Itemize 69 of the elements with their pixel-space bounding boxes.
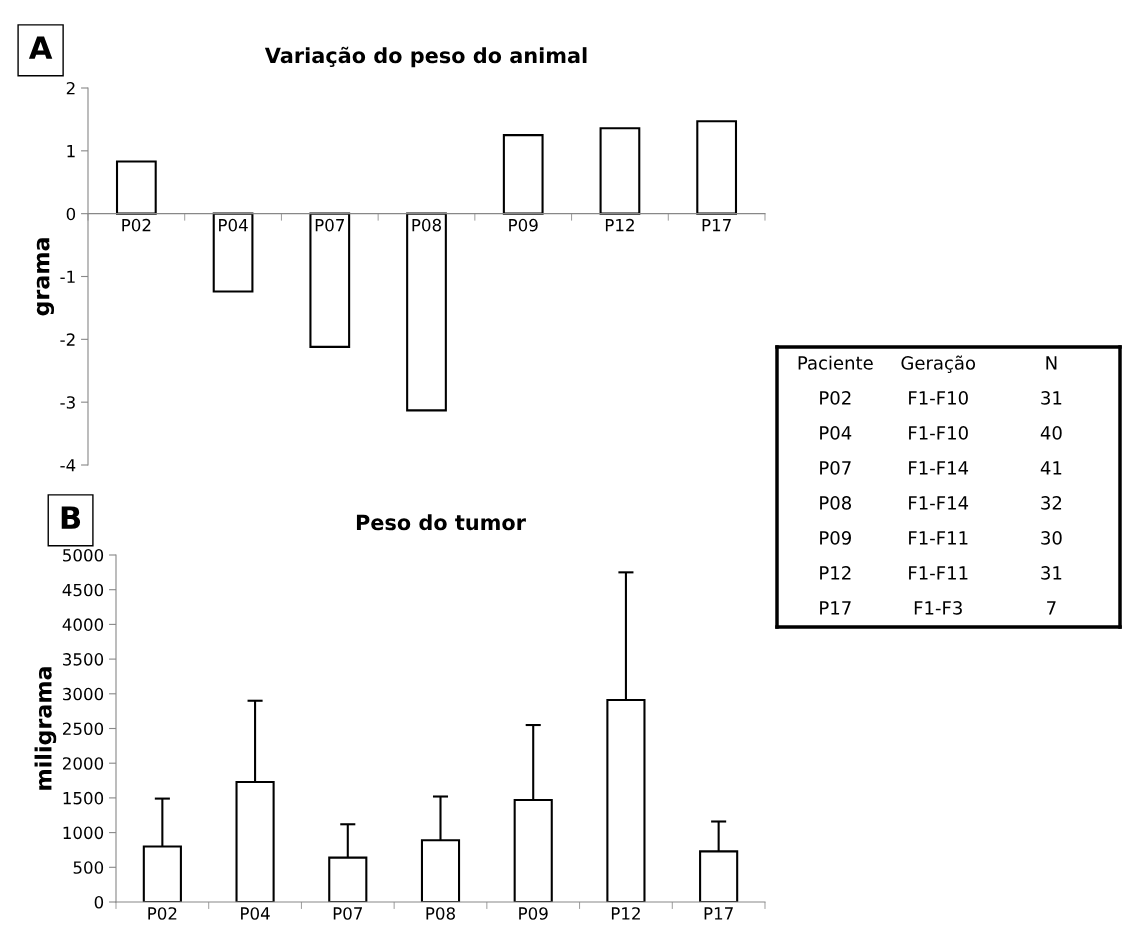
text: F1-F14 [909,461,969,475]
x-tick-label: P02 [122,218,151,232]
x-tick-label: P07 [315,218,344,232]
text: P08 [820,496,852,510]
chart-title: Variação do peso do animal [264,46,587,68]
text: F1-F3 [914,601,962,615]
x-tick-label: P12 [611,907,640,920]
y-tick-label: 3000 [63,687,104,701]
y-tick-label: 2 [66,81,75,95]
text: F1-F10 [909,391,968,405]
y-tick-label: 1500 [63,791,104,805]
text: A [28,36,53,59]
text: 31 [1041,566,1062,580]
text: 30 [1041,531,1062,545]
y-axis-title: miligrama [34,667,57,790]
text: F1-F14 [909,496,969,510]
text: N [1046,356,1057,370]
y-tick-label: 4500 [62,583,104,597]
text: 41 [1040,461,1062,475]
x-tick-label: P17 [702,219,731,232]
text: Paciente [798,355,873,370]
y-tick-label: 0 [66,207,76,221]
bar [599,127,641,215]
text: Geração [901,355,976,373]
text: 7 [1047,601,1056,615]
y-tick-label: 2500 [63,722,104,736]
y-tick-label: 500 [73,861,104,874]
text: F1-F10 [909,426,968,440]
text: P07 [820,461,851,475]
x-tick-label: P09 [519,907,548,920]
x-tick-label: P04 [241,907,270,920]
y-tick-label: 4000 [62,618,104,631]
text: F1-F11 [909,566,968,580]
y-tick-label: 1 [67,145,75,158]
x-tick-label: P08 [426,907,455,920]
text: P04 [820,426,852,440]
bar [309,212,351,348]
text: 40 [1040,426,1062,440]
text: P09 [820,531,851,545]
x-tick-label: P17 [704,907,733,920]
text: P12 [820,566,851,580]
y-tick-label: 2000 [63,757,104,770]
text: P02 [820,391,851,405]
y-tick-label: -4 [60,459,76,472]
x-tick-label: P08 [412,218,441,232]
x-tick-label: P09 [509,218,538,232]
bar [115,160,157,215]
x-tick-label: P12 [605,218,634,232]
y-tick-label: 1000 [63,826,104,840]
text: F1-F11 [909,531,968,545]
chart-title: Peso do tumor [356,514,526,531]
text: 31 [1041,391,1062,405]
y-tick-label: -1 [60,270,75,283]
x-tick-label: P02 [148,907,177,920]
y-tick-label: -2 [60,333,75,346]
bar [406,212,447,412]
x-tick-label: P04 [219,218,248,232]
bar [502,134,544,215]
y-tick-label: -3 [60,396,75,409]
y-axis-title: grama [36,238,55,316]
bar [212,212,254,293]
text: B [61,506,81,529]
bar [696,120,738,215]
text: 32 [1041,496,1062,510]
y-tick-label: 3500 [63,653,104,666]
y-tick-label: 0 [94,895,104,909]
x-tick-label: P07 [333,907,362,920]
y-tick-label: 5000 [63,548,104,562]
text: P17 [820,601,851,615]
